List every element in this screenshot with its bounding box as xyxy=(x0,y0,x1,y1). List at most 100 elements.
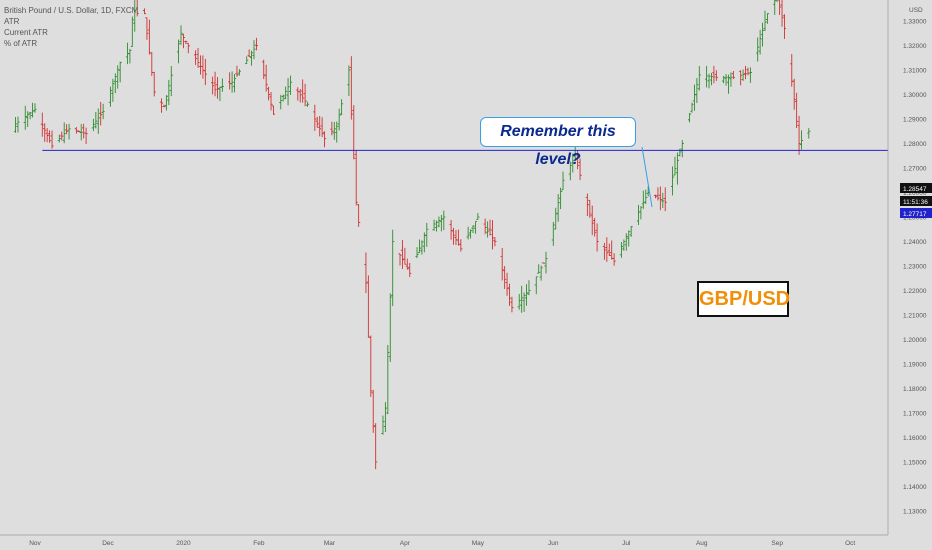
currency-label: USD xyxy=(909,7,923,14)
ohlc-bar xyxy=(483,218,487,235)
ohlc-bar xyxy=(760,22,765,47)
ohlc-bar xyxy=(639,206,643,220)
ohlc-bar xyxy=(432,219,436,231)
ohlc-bar xyxy=(91,118,95,132)
ohlc-bar xyxy=(551,221,555,246)
price-tick-label: 1.24000 xyxy=(903,239,927,246)
ohlc-bar xyxy=(578,158,582,181)
ohlc-bar xyxy=(644,189,648,205)
ohlc-bar xyxy=(16,116,20,133)
ohlc-bar xyxy=(128,48,132,64)
chart-symbol-title: British Pound / U.S. Dollar, 1D, FXCM xyxy=(4,6,139,15)
ohlc-bar xyxy=(279,94,283,110)
ohlc-bar xyxy=(607,243,611,257)
ohlc-bar xyxy=(215,77,220,99)
ohlc-bar xyxy=(690,102,694,113)
ohlc-bar xyxy=(318,115,322,137)
ohlc-bar xyxy=(220,78,224,92)
ohlc-bar xyxy=(133,0,136,32)
time-tick-label: 2020 xyxy=(176,540,191,547)
ohlc-bar xyxy=(522,292,526,312)
ohlc-bar xyxy=(661,192,665,208)
ohlc-bar xyxy=(13,117,18,133)
ohlc-bar xyxy=(729,72,733,87)
ohlc-bar xyxy=(707,73,711,89)
ohlc-bar xyxy=(486,221,490,238)
ohlc-bar xyxy=(590,205,594,236)
ohlc-bar xyxy=(45,128,49,143)
ohlc-bar xyxy=(286,77,290,106)
ohlc-bar xyxy=(130,16,134,47)
ohlc-bar xyxy=(196,48,200,68)
ohlc-bar xyxy=(673,156,677,176)
ohlc-bar xyxy=(62,122,66,144)
ohlc-bar xyxy=(539,265,543,281)
ohlc-bar xyxy=(714,70,718,81)
ohlc-bar xyxy=(369,335,373,397)
ohlc-bar xyxy=(585,193,589,217)
ohlc-bar xyxy=(264,64,268,92)
ohlc-bar xyxy=(247,49,251,57)
ohlc-bar xyxy=(162,104,166,108)
ohlc-bar xyxy=(254,37,259,51)
indicator-percent-atr: % of ATR xyxy=(4,39,38,48)
ohlc-bar xyxy=(773,0,777,15)
ohlc-bar xyxy=(357,204,361,227)
ohlc-bar xyxy=(94,111,98,129)
ohlc-bar xyxy=(194,50,198,66)
ohlc-bar xyxy=(284,86,288,100)
ohlc-bar xyxy=(262,59,266,80)
ohlc-bar xyxy=(807,128,811,139)
indicator-atr: ATR xyxy=(4,17,20,26)
ohlc-bar xyxy=(164,95,168,111)
ohlc-bar xyxy=(203,58,207,86)
last-price-tag: 1.28547 xyxy=(900,183,932,193)
ohlc-bar xyxy=(383,402,387,433)
ohlc-bar xyxy=(288,75,293,95)
price-tick-label: 1.23000 xyxy=(903,264,927,271)
time-tick-label: May xyxy=(472,540,485,547)
ohlc-bar xyxy=(99,102,103,126)
price-tick-label: 1.33000 xyxy=(903,19,927,26)
indicator-current-atr: Current ATR xyxy=(4,28,48,37)
ohlc-bar xyxy=(595,223,599,252)
ohlc-bar xyxy=(84,127,88,144)
last-price-value: 1.28547 xyxy=(903,186,927,193)
ohlc-bar xyxy=(765,13,770,24)
ohlc-bar xyxy=(330,121,334,136)
ohlc-bar xyxy=(576,150,580,170)
ohlc-bar xyxy=(797,115,801,155)
ohlc-bar xyxy=(301,79,305,103)
ohlc-bar xyxy=(663,187,667,212)
ohlc-bar xyxy=(249,50,254,66)
ohlc-bar xyxy=(503,265,507,289)
ohlc-bar xyxy=(670,166,675,196)
ohlc-bar xyxy=(554,207,558,230)
ohlc-bar xyxy=(697,65,701,91)
ohlc-bar xyxy=(619,241,624,258)
ohlc-bar xyxy=(60,131,64,141)
ohlc-bar xyxy=(371,389,375,433)
price-tick-label: 1.15000 xyxy=(903,460,927,467)
ohlc-bar xyxy=(758,29,762,55)
ohlc-bar xyxy=(722,75,726,84)
ohlc-bar xyxy=(167,79,171,106)
price-bars xyxy=(13,0,811,470)
price-tick-label: 1.31000 xyxy=(903,68,927,75)
ohlc-bar xyxy=(437,216,441,228)
callout-box[interactable]: Remember this level? xyxy=(480,117,636,168)
ohlc-bar xyxy=(748,67,752,83)
time-axis-ticks: Nov Dec 2020 Feb Mar Apr May Jun Jul Aug Sep Oct xyxy=(29,540,855,547)
ohlc-bar xyxy=(405,258,409,270)
price-tick-label: 1.14000 xyxy=(903,484,927,491)
ohlc-bar xyxy=(213,71,217,97)
ohlc-bar xyxy=(556,194,560,222)
ohlc-bar xyxy=(743,65,748,80)
ohlc-bar xyxy=(176,39,181,64)
ohlc-bar xyxy=(705,65,709,88)
ohlc-bar xyxy=(656,187,660,201)
ohlc-bar xyxy=(79,123,83,141)
ohlc-bar xyxy=(624,233,628,251)
time-tick-label: Dec xyxy=(102,540,114,547)
